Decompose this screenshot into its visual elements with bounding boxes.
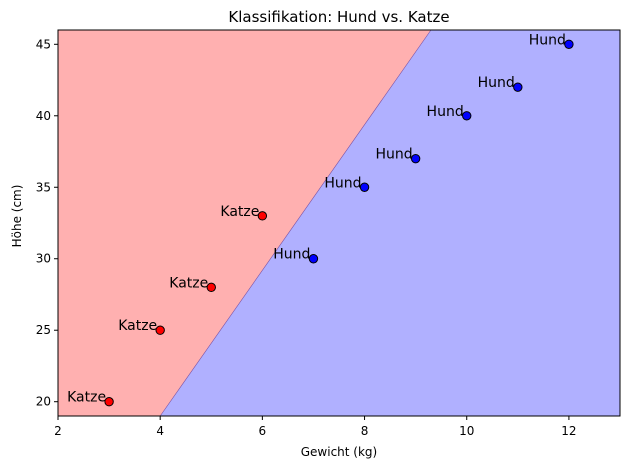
- x-tick-label: 8: [361, 424, 369, 438]
- region-hund: [160, 30, 620, 416]
- y-tick-label: 30: [36, 252, 51, 266]
- y-axis-label: Höhe (cm): [10, 185, 24, 248]
- data-point: [513, 82, 523, 92]
- data-point: [104, 397, 114, 407]
- y-tick-label: 35: [36, 180, 51, 194]
- point-label: Hund: [273, 247, 310, 263]
- x-tick-label: 10: [459, 424, 474, 438]
- point-label: Katze: [67, 390, 106, 406]
- data-point: [564, 39, 574, 49]
- data-point: [155, 325, 165, 335]
- x-tick-label: 6: [259, 424, 267, 438]
- chart-title: Klassifikation: Hund vs. Katze: [228, 8, 449, 26]
- plot-frame: [57, 29, 621, 417]
- decision-boundary: [159, 29, 432, 417]
- data-point: [462, 111, 472, 121]
- point-label: Hund: [324, 175, 361, 191]
- point-label: Katze: [220, 204, 259, 220]
- point-label: Hund: [427, 104, 464, 120]
- y-tick-label: 20: [36, 395, 51, 409]
- region-katze: [58, 30, 431, 416]
- x-axis-label: Gewicht (kg): [301, 445, 377, 459]
- data-point: [206, 282, 216, 293]
- x-tick-label: 2: [54, 424, 62, 438]
- y-tick-label: 25: [36, 323, 51, 337]
- x-tick-label: 12: [561, 424, 576, 438]
- data-point: [359, 182, 370, 192]
- point-label: Katze: [169, 275, 208, 291]
- point-label: Hund: [529, 32, 566, 48]
- point-label: Hund: [478, 75, 515, 91]
- x-tick-label: 4: [156, 424, 164, 438]
- y-tick-label: 45: [36, 37, 51, 51]
- data-point: [257, 211, 268, 221]
- plot-area: Katze Katze Katze Katze Hund Hund Hund Hund Hund…: [58, 29, 620, 417]
- axes: 2 4 6 8 10 12 20 25 30 35 40 45: [36, 29, 621, 438]
- data-point: [410, 153, 421, 164]
- y-tick-label: 40: [36, 109, 51, 123]
- point-label: Katze: [118, 318, 157, 334]
- point-label: Hund: [375, 147, 412, 163]
- data-point: [308, 254, 319, 264]
